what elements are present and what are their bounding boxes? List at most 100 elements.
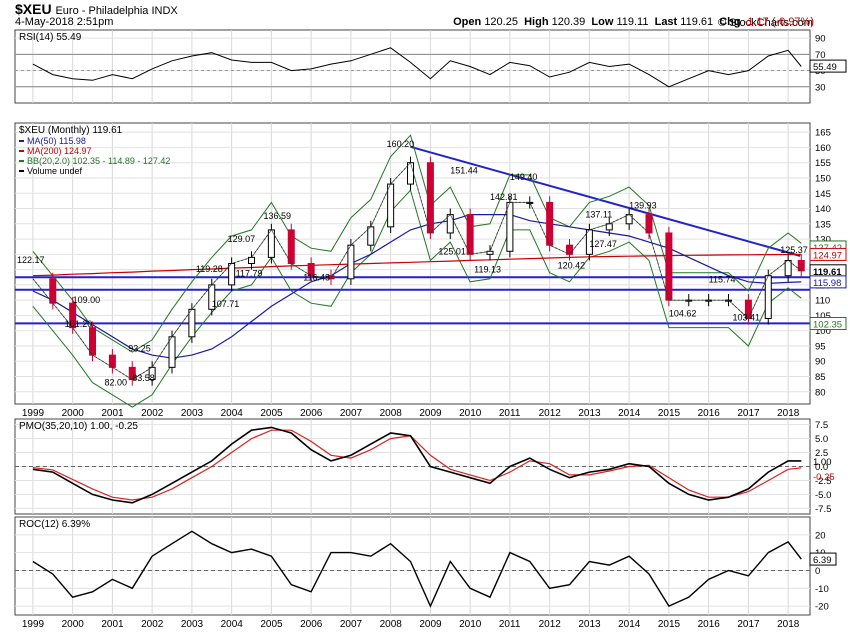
candle-body xyxy=(367,226,375,246)
candle-body xyxy=(287,229,295,264)
candle-body xyxy=(168,336,176,368)
x-tick-label: 2010 xyxy=(459,408,482,419)
bb-upper-line xyxy=(32,134,802,353)
x-tick-label: 2004 xyxy=(221,619,244,630)
x-tick-label: 2010 xyxy=(459,619,482,630)
x-tick-label: 2014 xyxy=(618,619,641,630)
price-annotation: 119.28 xyxy=(196,264,223,274)
axis-value-box xyxy=(809,247,847,261)
symbol: $XEU xyxy=(15,1,52,17)
candle-body xyxy=(89,327,97,356)
legend-entry: BB(20,2.0) 102.35 - 114.89 - 127.42 xyxy=(27,156,170,166)
panel-title: PMO(35,20,10) 1.00, -0.25 xyxy=(19,421,138,432)
candle-body xyxy=(645,214,653,234)
rsi-last-box xyxy=(809,59,847,73)
x-tick-label: 2009 xyxy=(419,408,442,419)
candle-body xyxy=(784,259,792,277)
timestamp: 4-May-2018 2:51pm xyxy=(15,16,114,28)
candle-body xyxy=(546,201,554,246)
x-tick-label: 2004 xyxy=(221,408,244,419)
x-tick-label: 2011 xyxy=(499,408,521,419)
price-annotation: 93.25 xyxy=(128,343,151,353)
x-tick-label: 2016 xyxy=(698,619,721,630)
pmo-last-label: 1.00 xyxy=(813,457,832,468)
trend-line xyxy=(410,145,801,257)
x-tick-label: 2007 xyxy=(340,619,363,630)
x-tick-label: 2011 xyxy=(499,619,521,630)
y-tick-label: 0 xyxy=(815,566,820,577)
axis-value-label: 119.61 xyxy=(813,267,842,278)
candle-body xyxy=(665,232,673,301)
candle-body xyxy=(566,244,574,255)
y-tick-label: 30 xyxy=(815,82,826,93)
y-tick-label: -7.5 xyxy=(815,504,831,515)
y-tick-label: 20 xyxy=(815,530,826,541)
x-tick-label: 1999 xyxy=(22,408,45,419)
price-annotation: 129.07 xyxy=(228,234,256,244)
candle-body xyxy=(407,162,415,185)
y-tick-label: 95 xyxy=(815,341,826,352)
axis-value-label: 115.98 xyxy=(813,278,841,289)
price-annotation: 101.20 xyxy=(65,319,93,329)
x-tick-label: 2001 xyxy=(101,408,124,419)
x-tick-label: 2007 xyxy=(340,408,363,419)
price-annotation: 103.41 xyxy=(732,312,760,322)
candle-body xyxy=(347,244,355,280)
y-tick-label: -10 xyxy=(815,584,829,595)
roc-last-label: 6.39 xyxy=(813,555,832,566)
candle-body xyxy=(466,214,474,255)
price-annotation: 122.17 xyxy=(17,255,45,265)
pmo-signal-last-label: -0.25 xyxy=(813,472,835,483)
low-value: 119.11 xyxy=(616,16,649,28)
candle-body xyxy=(387,183,395,228)
y-tick-label: 90 xyxy=(815,357,826,368)
y-tick-label: 130 xyxy=(815,235,831,246)
panel-title: RSI(14) 55.49 xyxy=(19,32,82,43)
axis-value-label: 124.97 xyxy=(813,250,842,261)
x-tick-label: 2018 xyxy=(777,408,800,419)
high-value: 120.39 xyxy=(551,16,586,28)
x-tick-label: 2000 xyxy=(62,408,85,419)
y-tick-label: 85 xyxy=(815,372,826,383)
y-tick-label: 70 xyxy=(815,50,826,61)
panel-title: ROC(12) 6.39% xyxy=(19,519,90,530)
watermark: © StockCharts.com xyxy=(718,17,813,29)
x-tick-label: 2003 xyxy=(181,619,204,630)
candle-body xyxy=(426,162,434,234)
x-tick-label: 2005 xyxy=(260,619,283,630)
x-tick-label: 2015 xyxy=(658,408,681,419)
y-tick-label: 150 xyxy=(815,173,831,184)
price-annotation: 83.58 xyxy=(132,373,155,383)
price-annotation: 151.44 xyxy=(450,166,478,176)
x-tick-label: 2006 xyxy=(300,408,323,419)
x-tick-label: 2003 xyxy=(181,408,204,419)
x-tick-label: 2012 xyxy=(539,408,562,419)
y-tick-label: 165 xyxy=(815,128,831,139)
chg-value: -1.17 (-0.97%) xyxy=(743,16,814,28)
price-annotation: 116.48 xyxy=(303,272,330,282)
ma50-line xyxy=(32,214,802,359)
x-tick-label: 2012 xyxy=(539,619,562,630)
y-tick-label: 100 xyxy=(815,326,831,337)
y-tick-label: 160 xyxy=(815,143,831,154)
open-label: Open xyxy=(453,16,482,28)
panel-frame xyxy=(14,516,811,616)
price-annotation: 119.13 xyxy=(474,264,501,274)
price-annotation: 109.00 xyxy=(73,295,101,305)
quote-line: Open 120.25 High 120.39 Low 119.11 Last … xyxy=(453,16,814,28)
pmo-line xyxy=(32,426,802,504)
roc-last-box xyxy=(809,552,837,566)
panel-frame xyxy=(14,122,811,405)
chg-label: Chg xyxy=(719,16,741,28)
x-tick-label: 2008 xyxy=(380,619,403,630)
instrument-name: Euro - Philadelphia INDX xyxy=(55,5,178,17)
panel-frame xyxy=(14,29,811,104)
y-tick-label: 80 xyxy=(815,387,826,398)
x-tick-label: 2000 xyxy=(62,619,85,630)
price-annotation: 117.79 xyxy=(236,268,263,278)
price-annotation: 139.93 xyxy=(629,201,657,211)
x-tick-label: 2009 xyxy=(419,619,442,630)
candle-body xyxy=(764,275,772,319)
y-tick-label: 2.5 xyxy=(815,448,828,459)
